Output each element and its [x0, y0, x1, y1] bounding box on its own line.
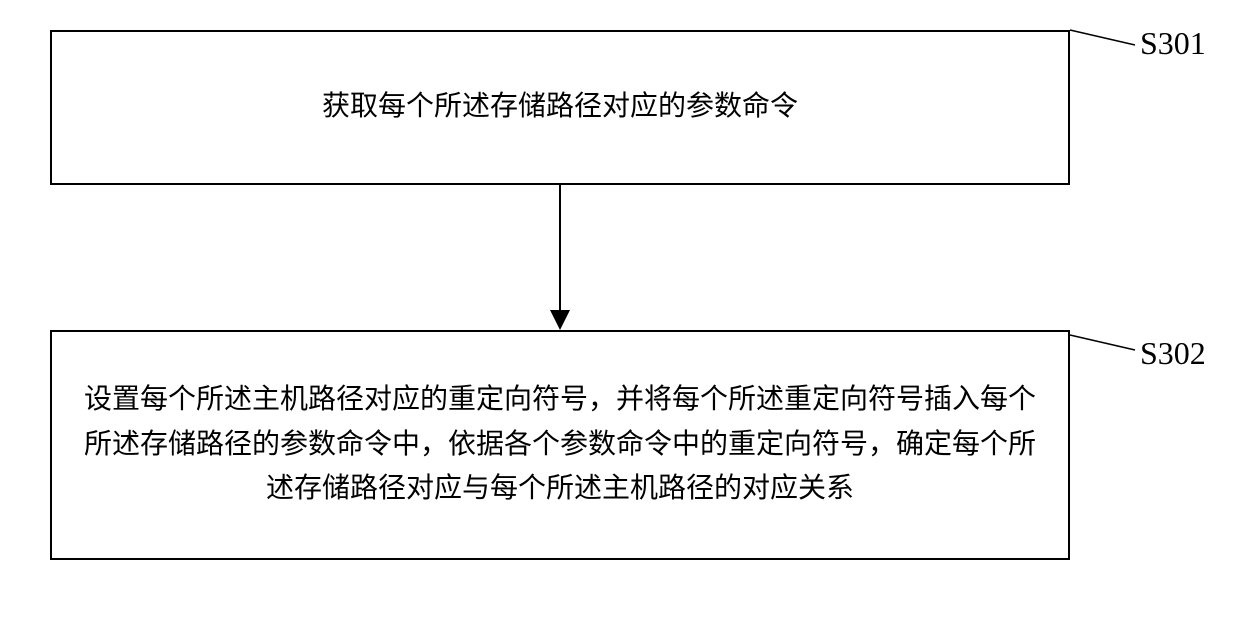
arrow-down — [540, 185, 580, 330]
flow-step-2: 设置每个所述主机路径对应的重定向符号，并将每个所述重定向符号插入每个所述存储路径… — [50, 330, 1070, 560]
flow-step-1: 获取每个所述存储路径对应的参数命令 — [50, 30, 1070, 185]
label-connector-1 — [1065, 25, 1145, 55]
flowchart-container: 获取每个所述存储路径对应的参数命令 S301 设置每个所述主机路径对应的重定向符… — [0, 0, 1240, 643]
step-1-label: S301 — [1140, 25, 1206, 62]
step-2-text: 设置每个所述主机路径对应的重定向符号，并将每个所述重定向符号插入每个所述存储路径… — [82, 378, 1038, 512]
step-1-text: 获取每个所述存储路径对应的参数命令 — [322, 85, 798, 130]
step-2-label: S302 — [1140, 335, 1206, 372]
label-connector-2 — [1065, 330, 1145, 360]
